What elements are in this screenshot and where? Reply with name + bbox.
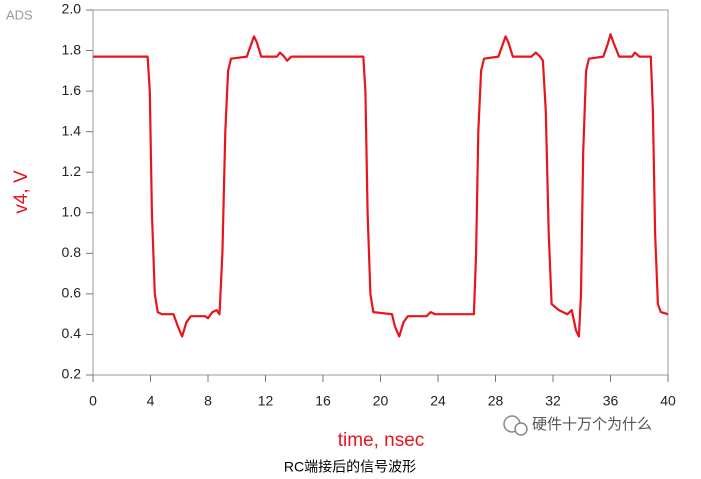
x-tick-label: 36 (603, 393, 619, 409)
y-tick-label: 1.2 (62, 163, 82, 179)
x-tick-label: 32 (545, 393, 561, 409)
y-tick-label: 0.6 (62, 285, 82, 301)
brand: ADS (6, 7, 33, 22)
y-tick-label: 0.4 (62, 325, 82, 341)
y-tick-label: 1.0 (62, 203, 82, 219)
y-tick-label: 0.8 (62, 244, 82, 260)
x-tick-label: 20 (373, 393, 389, 409)
x-axis-label: time, nsec (338, 430, 425, 451)
watermark-icon (503, 415, 528, 436)
y-tick-label: 1.6 (62, 82, 82, 98)
x-tick-label: 16 (315, 393, 331, 409)
x-tick-label: 12 (258, 393, 274, 409)
y-tick-label: 2.0 (62, 1, 82, 17)
caption: RC端接后的信号波形 (284, 459, 416, 475)
y-axis-label: v4, V (11, 170, 32, 214)
x-tick-label: 24 (430, 393, 446, 409)
y-tick-label: 1.8 (62, 41, 82, 57)
x-tick-label: 4 (147, 393, 155, 409)
x-tick-label: 28 (488, 393, 504, 409)
watermark: 硬件十万个为什么 (532, 416, 652, 433)
x-tick-label: 40 (660, 393, 676, 409)
y-tick-label: 1.4 (62, 122, 82, 138)
waveform (93, 33, 669, 338)
x-tick-label: 8 (204, 393, 212, 409)
y-tick-label: 0.2 (62, 366, 82, 382)
x-tick-label: 0 (89, 393, 97, 409)
